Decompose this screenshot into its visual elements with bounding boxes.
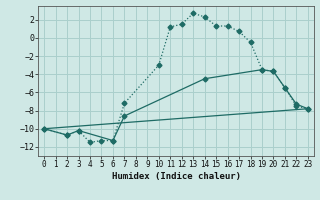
X-axis label: Humidex (Indice chaleur): Humidex (Indice chaleur) bbox=[111, 172, 241, 181]
